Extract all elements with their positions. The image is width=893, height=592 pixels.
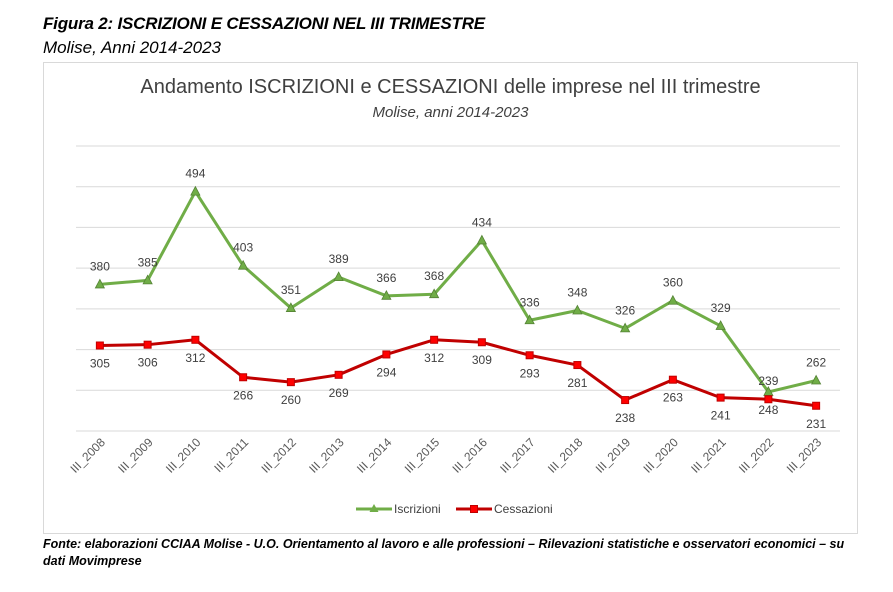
x-tick-label: III_2012 bbox=[258, 435, 299, 476]
data-point bbox=[477, 338, 486, 347]
data-point bbox=[764, 395, 773, 404]
data-point bbox=[812, 401, 821, 410]
data-point bbox=[382, 350, 391, 359]
series-line-1 bbox=[99, 190, 817, 394]
data-point bbox=[334, 370, 343, 379]
data-point bbox=[381, 289, 392, 300]
data-point bbox=[95, 341, 104, 350]
data-label: 281 bbox=[567, 376, 587, 390]
data-label: 263 bbox=[663, 391, 683, 405]
source-note: Fonte: elaborazioni CCIAA Molise - U.O. … bbox=[43, 537, 845, 568]
data-point bbox=[190, 185, 201, 196]
data-label: 326 bbox=[615, 303, 635, 317]
x-tick-label: III_2022 bbox=[736, 435, 777, 476]
legend-item-series-2: Cessazioni bbox=[456, 499, 553, 519]
x-tick-label: III_2008 bbox=[67, 435, 108, 476]
x-tick-label: III_2011 bbox=[211, 435, 251, 475]
data-label: 336 bbox=[520, 295, 540, 309]
data-point bbox=[430, 335, 439, 344]
data-point bbox=[619, 322, 631, 333]
x-tick-label: III_2009 bbox=[115, 435, 156, 476]
chart-title: Andamento ISCRIZIONI e CESSAZIONI delle … bbox=[140, 76, 761, 98]
data-label: 294 bbox=[376, 365, 396, 379]
data-label: 360 bbox=[663, 276, 683, 290]
data-label: 262 bbox=[806, 356, 826, 370]
data-point bbox=[428, 288, 440, 299]
x-tick-label: III_2019 bbox=[593, 435, 634, 476]
series-line-2 bbox=[99, 338, 817, 408]
data-point bbox=[285, 302, 297, 312]
data-label: 231 bbox=[806, 417, 826, 431]
data-point bbox=[239, 373, 248, 382]
data-point bbox=[525, 351, 534, 360]
data-point bbox=[716, 393, 725, 402]
data-point bbox=[237, 259, 249, 270]
data-label: 329 bbox=[711, 301, 731, 315]
x-tick-label: III_2013 bbox=[306, 435, 347, 476]
chart-legend: Iscrizioni Cessazioni bbox=[0, 499, 893, 519]
figure-subtitle: Molise, Anni 2014-2023 bbox=[43, 38, 221, 57]
data-label: 306 bbox=[138, 356, 158, 370]
legend-marker-series-2 bbox=[456, 505, 492, 513]
data-point bbox=[143, 340, 152, 349]
data-point bbox=[573, 361, 582, 370]
data-label: 434 bbox=[472, 215, 492, 229]
x-tick-label: III_2010 bbox=[163, 435, 204, 476]
data-point bbox=[191, 335, 200, 344]
figure-title: Figura 2: ISCRIZIONI E CESSAZIONI NEL II… bbox=[43, 14, 485, 33]
data-label: 305 bbox=[90, 357, 110, 371]
data-label: 241 bbox=[711, 409, 731, 423]
data-label: 269 bbox=[329, 386, 349, 400]
x-tick-label: III_2021 bbox=[688, 435, 729, 476]
x-tick-label: III_2018 bbox=[545, 435, 586, 476]
data-label: 293 bbox=[520, 366, 540, 380]
data-label: 239 bbox=[758, 374, 778, 388]
data-label: 385 bbox=[138, 255, 158, 269]
legend-label-series-1: Iscrizioni bbox=[394, 502, 441, 516]
data-label: 312 bbox=[185, 351, 205, 365]
legend-label-series-2: Cessazioni bbox=[494, 502, 553, 516]
data-point bbox=[333, 271, 344, 282]
data-label: 312 bbox=[424, 351, 444, 365]
chart-frame bbox=[43, 62, 858, 534]
x-tick-label: III_2014 bbox=[354, 435, 395, 476]
data-point bbox=[668, 375, 677, 384]
data-label: 348 bbox=[567, 285, 587, 299]
data-label: 389 bbox=[329, 252, 349, 266]
x-tick-label: III_2017 bbox=[497, 435, 538, 476]
data-label: 266 bbox=[233, 388, 253, 402]
data-point bbox=[286, 378, 295, 387]
data-point bbox=[94, 278, 106, 289]
data-label: 494 bbox=[185, 167, 205, 181]
data-label: 403 bbox=[233, 241, 253, 255]
x-tick-label: III_2016 bbox=[449, 435, 490, 476]
data-label: 238 bbox=[615, 411, 635, 425]
chart-subtitle: Molise, anni 2014-2023 bbox=[372, 104, 529, 121]
data-label: 368 bbox=[424, 269, 444, 283]
data-point bbox=[524, 314, 535, 325]
data-point bbox=[572, 304, 583, 315]
data-label: 309 bbox=[472, 353, 492, 367]
legend-item-series-1: Iscrizioni bbox=[356, 499, 441, 519]
data-label: 366 bbox=[376, 271, 396, 285]
x-tick-label: III_2020 bbox=[640, 435, 681, 476]
data-point bbox=[621, 396, 630, 405]
data-point bbox=[810, 374, 822, 385]
data-point bbox=[715, 320, 726, 330]
data-label: 260 bbox=[281, 393, 301, 407]
data-point bbox=[476, 234, 488, 245]
data-label: 248 bbox=[758, 403, 778, 417]
data-point bbox=[142, 274, 153, 285]
x-tick-label: III_2015 bbox=[402, 435, 443, 476]
data-point bbox=[667, 294, 679, 305]
legend-marker-series-1 bbox=[356, 504, 392, 512]
x-tick-label: III_2023 bbox=[784, 435, 825, 476]
data-label: 380 bbox=[90, 259, 110, 273]
data-label: 351 bbox=[281, 283, 301, 297]
